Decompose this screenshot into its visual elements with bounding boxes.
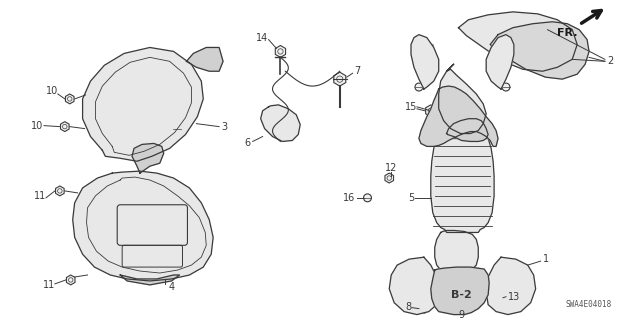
Polygon shape bbox=[389, 257, 438, 315]
Text: 1: 1 bbox=[543, 254, 548, 264]
Text: B-2: B-2 bbox=[451, 290, 472, 300]
Circle shape bbox=[502, 83, 510, 91]
Text: 14: 14 bbox=[256, 33, 269, 43]
Polygon shape bbox=[56, 186, 64, 196]
Polygon shape bbox=[67, 275, 75, 285]
Text: 4: 4 bbox=[168, 282, 175, 292]
Polygon shape bbox=[260, 105, 300, 141]
Circle shape bbox=[173, 124, 180, 132]
Polygon shape bbox=[431, 139, 494, 232]
Polygon shape bbox=[65, 94, 74, 104]
Polygon shape bbox=[486, 35, 514, 89]
Text: SWA4E04018: SWA4E04018 bbox=[566, 300, 612, 308]
Text: 2: 2 bbox=[607, 56, 613, 66]
Circle shape bbox=[415, 83, 423, 91]
Polygon shape bbox=[458, 12, 577, 71]
Text: 7: 7 bbox=[355, 66, 361, 76]
Text: 9: 9 bbox=[458, 309, 465, 320]
Text: 8: 8 bbox=[405, 302, 411, 312]
Polygon shape bbox=[438, 64, 486, 133]
Polygon shape bbox=[431, 267, 489, 315]
Text: FR.: FR. bbox=[557, 28, 577, 38]
Polygon shape bbox=[136, 61, 144, 71]
Polygon shape bbox=[486, 257, 536, 315]
Text: 13: 13 bbox=[508, 292, 520, 302]
Polygon shape bbox=[132, 143, 164, 173]
Polygon shape bbox=[424, 43, 433, 52]
Polygon shape bbox=[447, 119, 488, 141]
Text: 10: 10 bbox=[45, 86, 58, 96]
Circle shape bbox=[364, 194, 371, 202]
Text: 5: 5 bbox=[408, 193, 414, 203]
Polygon shape bbox=[385, 173, 394, 183]
Text: 11: 11 bbox=[43, 280, 55, 290]
Polygon shape bbox=[186, 47, 223, 71]
Polygon shape bbox=[435, 230, 478, 273]
Polygon shape bbox=[426, 105, 436, 117]
Polygon shape bbox=[83, 47, 204, 161]
Polygon shape bbox=[275, 45, 285, 57]
Polygon shape bbox=[73, 171, 213, 281]
Polygon shape bbox=[494, 296, 502, 306]
Polygon shape bbox=[120, 275, 180, 285]
Polygon shape bbox=[334, 72, 346, 86]
Polygon shape bbox=[490, 22, 589, 79]
Text: 6: 6 bbox=[244, 139, 251, 148]
Polygon shape bbox=[420, 304, 428, 314]
Polygon shape bbox=[419, 86, 498, 146]
Polygon shape bbox=[446, 304, 455, 314]
Text: 12: 12 bbox=[385, 163, 397, 173]
Text: 16: 16 bbox=[344, 193, 356, 203]
Polygon shape bbox=[61, 122, 69, 132]
Text: 10: 10 bbox=[31, 121, 43, 131]
Polygon shape bbox=[502, 43, 510, 52]
Text: 15: 15 bbox=[404, 102, 417, 112]
Text: 11: 11 bbox=[34, 191, 46, 201]
Text: 3: 3 bbox=[221, 122, 227, 132]
Polygon shape bbox=[411, 35, 438, 89]
